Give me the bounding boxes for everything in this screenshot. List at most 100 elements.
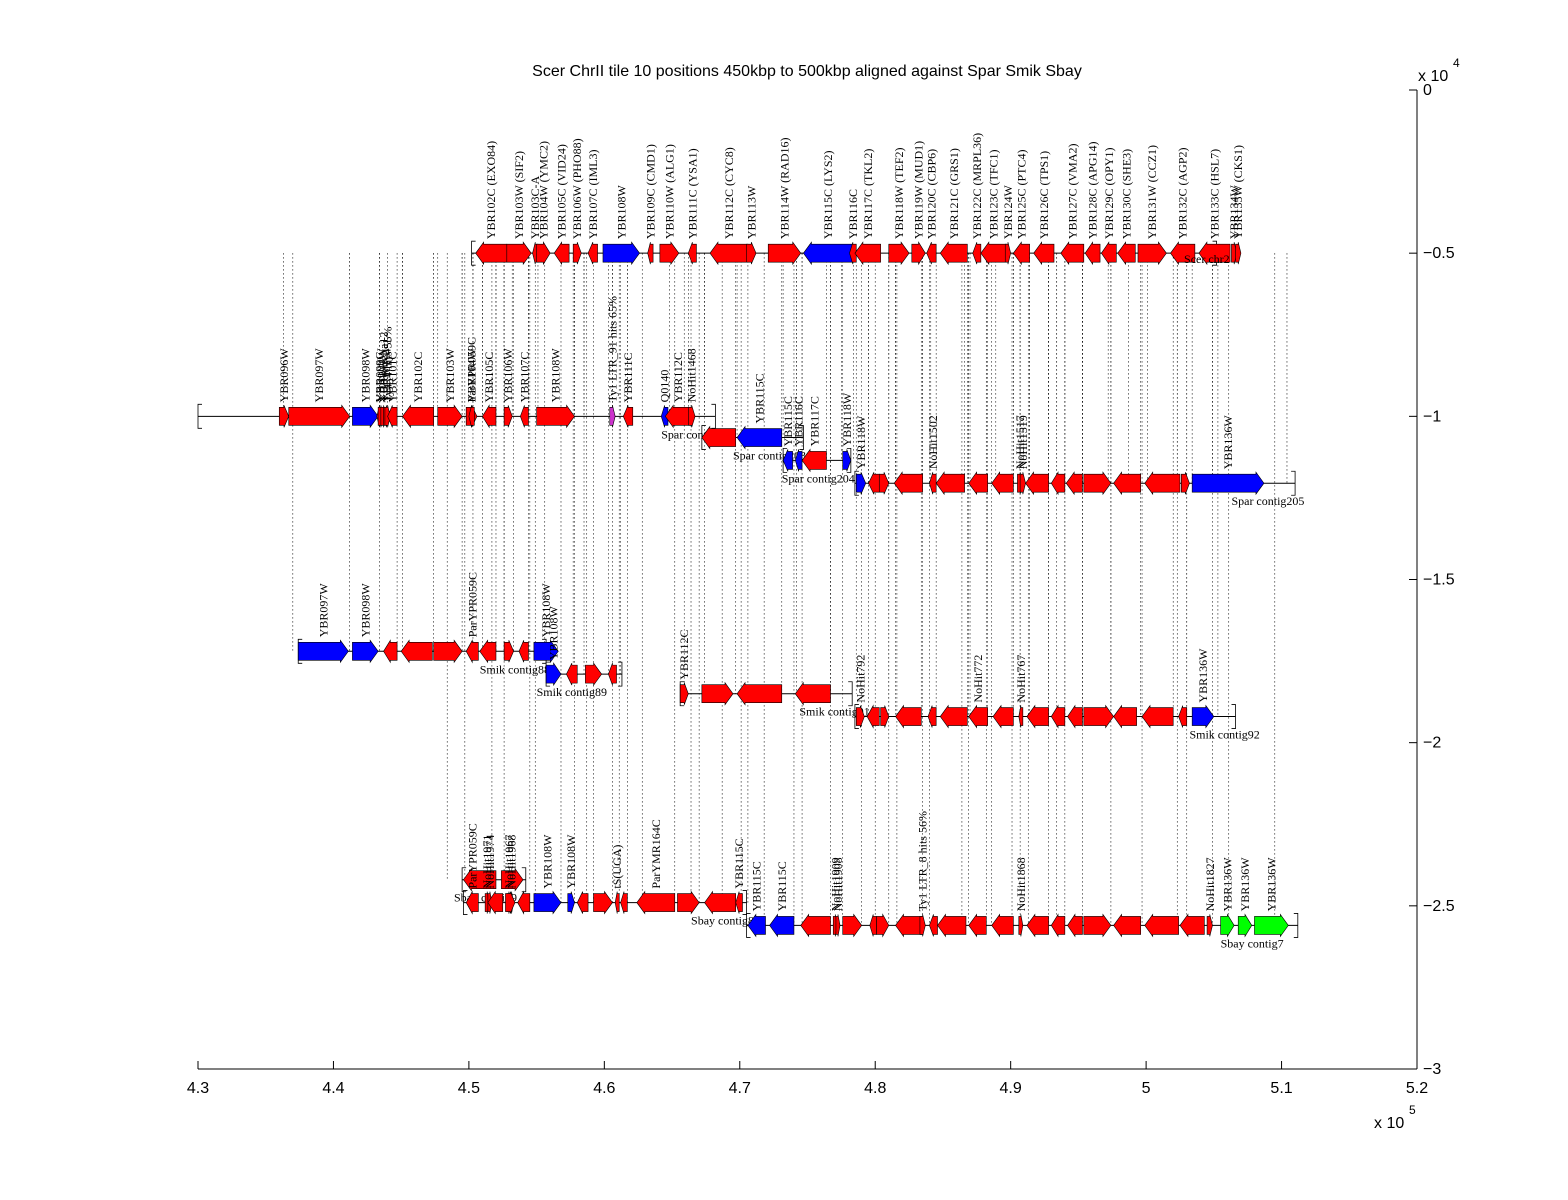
gene-arrow [939,241,968,266]
gene-arrow [593,890,613,915]
x-axis-exponent: x 10 5 [1374,1103,1416,1132]
gene-label: YBR099C [372,352,386,403]
gene-label: NoHit1971 [480,835,494,889]
gene-arrow [433,639,463,664]
gene-arrow [278,405,290,428]
gene-arrow [1067,913,1083,938]
gene-arrow [387,405,398,428]
gene-label: tS(UGA) [610,845,624,889]
gene-label: YBR116C [846,189,860,239]
gene-arrow [614,891,620,914]
gene-arrow [567,891,575,914]
gene-arrow [352,404,379,429]
gene-arrow [1083,704,1114,729]
y-tick-label: −2.5 [1423,898,1455,915]
gene-label: YBR106W [501,348,515,403]
gene-label: YBR108W [614,184,628,239]
contig-track: YBR108W Smik contig89 [537,605,623,699]
gene-arrow [1237,913,1253,938]
gene-label: YBR108W [539,583,553,638]
gene-arrow [1191,704,1215,729]
x-tick-label: 4.5 [458,1080,480,1097]
gene-arrow [736,681,783,706]
gene-label: YBR104W [465,348,479,403]
gene-arrow [352,639,379,664]
gene-arrow [602,241,640,266]
contig-label: Smik contig88 [480,662,550,676]
gene-label: YBR108W [549,348,563,403]
gene-arrow [1191,471,1265,496]
gene-arrow [1113,471,1141,496]
contig-track: YBR096W YBR097W YBR098W YBR099CYBR100WYBRWd… [197,296,734,441]
contig-track: NoHit792 NoHit772 NoHit767 YBR136W Smik cont… [853,648,1259,742]
gene-label: NoHit1909 [828,857,842,911]
gene-arrow [585,662,602,687]
gene-arrow [664,404,692,429]
gene-arrow [709,241,749,266]
gene-arrow [888,241,910,266]
gene-arrow [1137,241,1167,266]
gene-arrow [895,913,923,938]
gene-label: YBR112C [677,629,691,679]
x-tick-label: 4.6 [593,1080,615,1097]
contig-label: Smik contig89 [537,685,607,699]
gene-label: YBR096W [277,348,291,403]
gene-arrow [660,405,669,428]
gene-arrow [939,704,968,729]
gene-label: YBR108W [540,834,554,889]
gene-label: ParYPR059C [465,337,479,402]
gene-arrow [968,913,987,938]
contig-track: YBR102C (EXO84) YBR103W (SIF2) YBR103C-AYB… [471,133,1245,266]
gene-label: NoHit1908 [831,857,845,911]
gene-arrow [842,913,863,938]
gene-arrow [869,914,877,937]
gene-arrow [937,913,967,938]
gene-label: NoHit1967 [502,835,516,889]
x-axis-ticks: 4.3 4.4 4.5 4.6 4.7 4.8 4.9 5 5.1 5.2 [187,1061,1428,1097]
gene-arrow [935,471,965,496]
gene-arrow [553,241,570,266]
contig-end-bracket [197,403,202,429]
contig-end-bracket [461,867,467,893]
x-tick-label: 5.2 [1406,1080,1428,1097]
gene-label: YBR127C (VMA2) [1065,143,1079,239]
gene-arrow [1178,705,1188,728]
gene-arrow [842,449,852,472]
contig-end-bracket [799,425,804,450]
gene-arrow [1084,241,1101,266]
gene-arrow [1206,914,1213,937]
gene-arrow [968,471,988,496]
contig-end-bracket [617,661,623,687]
contig-end-bracket [742,890,747,915]
gene-label: ParYPR059C [465,572,479,637]
gene-arrow [587,242,598,265]
gene-arrow [501,867,524,892]
gene-label: YBR115C [752,373,766,423]
gene-arrow [801,448,827,473]
y-exponent-base: x 10 [1418,68,1448,85]
gene-label: YBR103W [443,348,457,403]
contig-end-bracket [854,470,859,496]
gene-label: YBR125C (PTC4) [1015,149,1029,239]
gene-label: Ty4_4 hits 55% [381,327,395,403]
gene-arrow [929,472,937,495]
gene-arrow [803,241,853,266]
gene-arrow [926,242,937,265]
gene-label: YBR114W (RAD16) [777,137,791,239]
gene-label: YBR118W [840,392,854,446]
gene-arrow [487,890,504,915]
gene-arrow [968,704,988,729]
contig-label: Spar contig204 [782,471,855,485]
gene-arrow [880,705,890,728]
gene-arrow [1025,471,1049,496]
gene-label: YBR108W [564,834,578,889]
gene-arrow [1083,471,1112,496]
gene-arrow [517,890,531,915]
gene-label: YBR101C [385,352,399,403]
gene-label: YBR128C (APG14) [1086,141,1100,239]
gene-arrow [1067,704,1083,729]
contig-end-bracket [471,240,476,266]
